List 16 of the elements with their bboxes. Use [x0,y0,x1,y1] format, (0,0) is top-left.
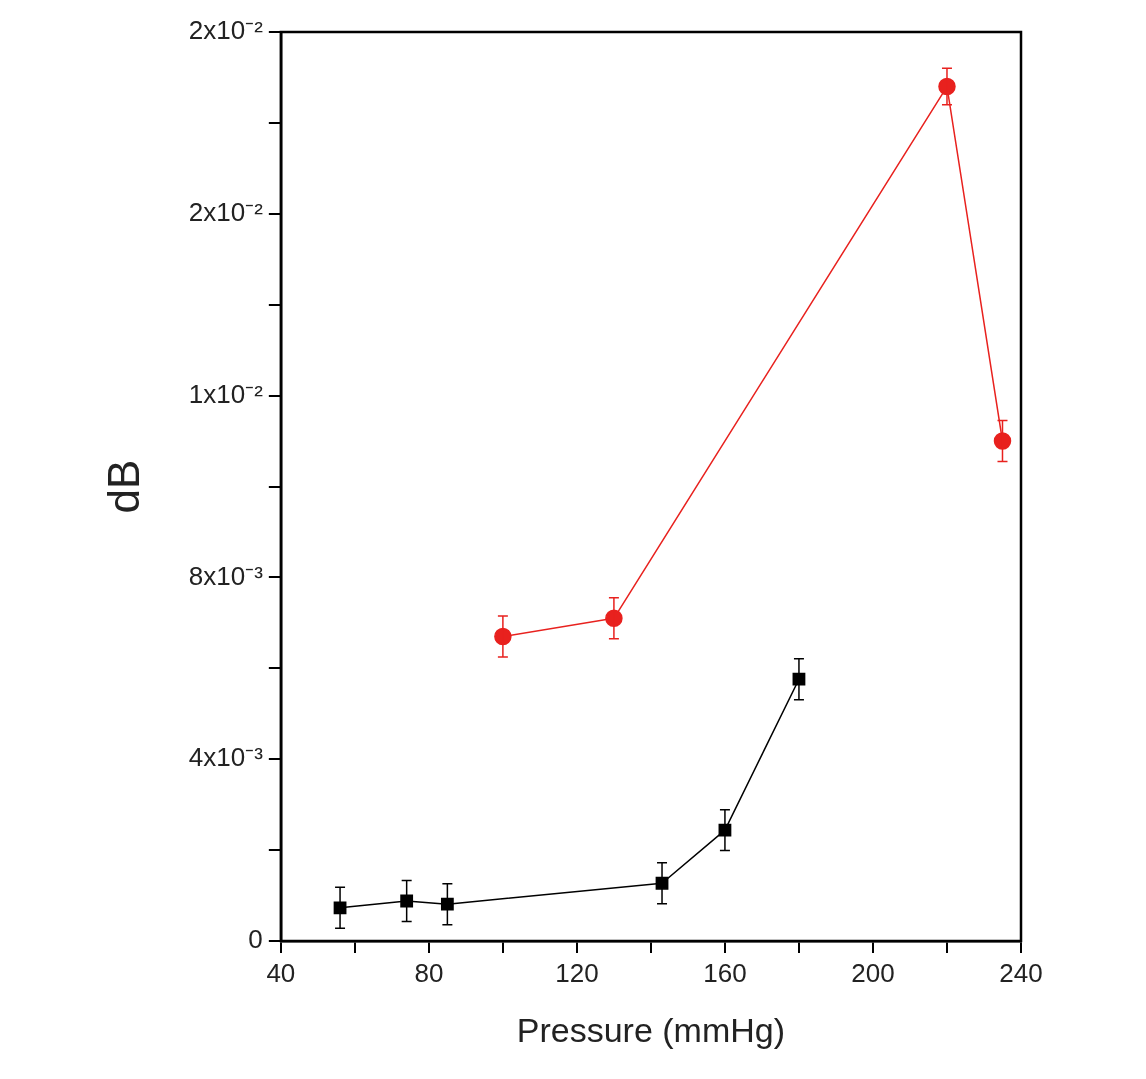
x-tick-label: 200 [851,957,895,988]
y-tick-label: 1x10⁻² [188,378,264,409]
y-tick-label: 2x10⁻² [188,15,264,46]
y-tick-label: 2x10⁻² [188,196,264,227]
y-tick-label: 0 [248,924,263,955]
x-tick-label: 40 [266,957,296,988]
y-tick-label: 4x10⁻³ [188,742,264,773]
point [440,897,454,911]
x-axis-title: Pressure (mmHg) [516,1010,786,1049]
x-tick-label: 120 [555,957,599,988]
y-axis-title: dB [98,459,148,514]
point [993,432,1012,450]
x-tick-label: 80 [414,957,444,988]
x-tick-label: 160 [703,957,747,988]
y-tick-label: 8x10⁻³ [188,560,264,591]
x-tick-label: 240 [999,957,1043,988]
